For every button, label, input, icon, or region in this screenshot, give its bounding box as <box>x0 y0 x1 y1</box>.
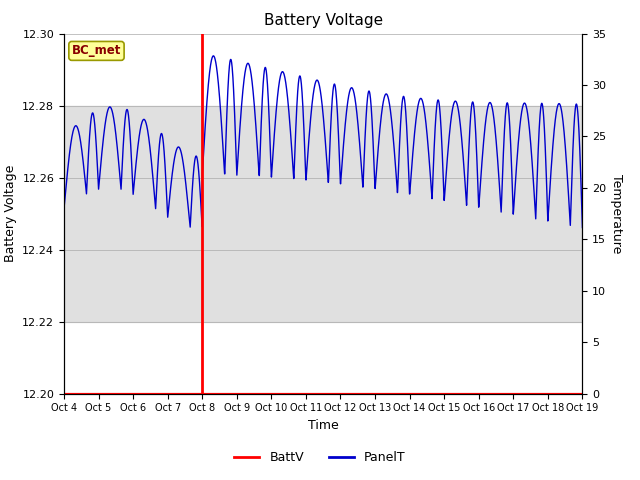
Y-axis label: Battery Voltage: Battery Voltage <box>4 165 17 262</box>
Bar <box>64 106 582 250</box>
Legend: BattV, PanelT: BattV, PanelT <box>229 446 411 469</box>
Title: Battery Voltage: Battery Voltage <box>264 13 383 28</box>
Text: BC_met: BC_met <box>72 44 121 58</box>
Bar <box>64 106 582 322</box>
Y-axis label: Temperature: Temperature <box>610 174 623 253</box>
X-axis label: Time: Time <box>308 419 339 432</box>
